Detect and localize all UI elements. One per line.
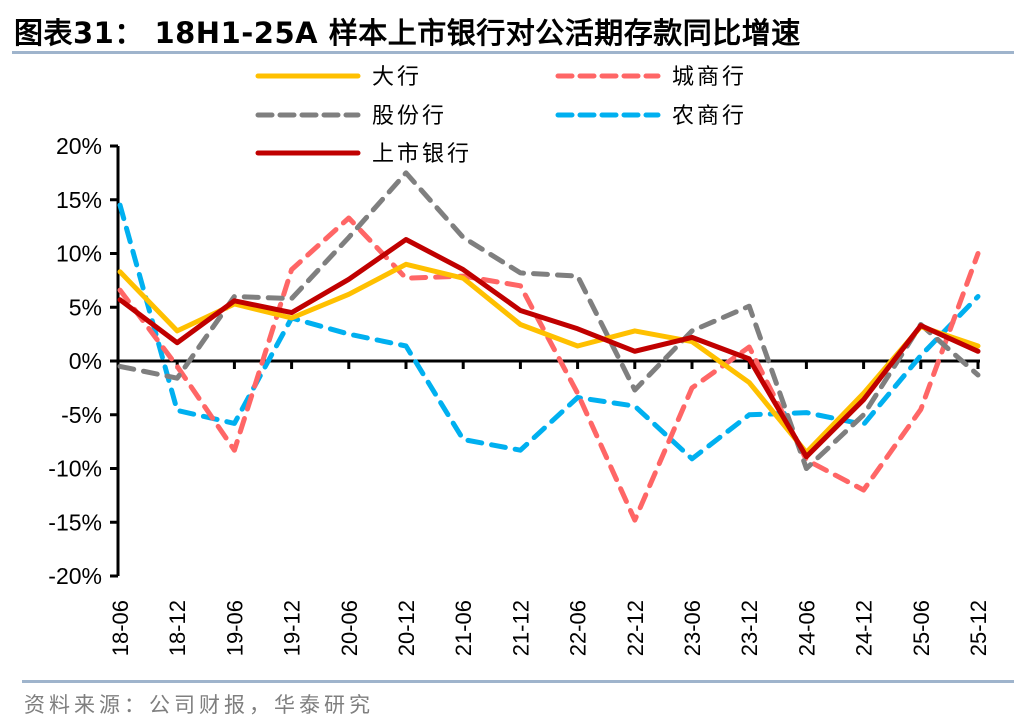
x-tick-label: 25-12: [966, 600, 991, 656]
y-tick-label: 0%: [69, 348, 102, 374]
chart-series: [117, 170, 981, 523]
legend-item: 大行: [255, 65, 422, 90]
x-tick-label: 22-06: [566, 600, 591, 656]
x-tick-label: 21-06: [451, 600, 476, 656]
x-tick-label: 20-12: [394, 600, 419, 656]
chart-title: 图表31： 18H1-25A 样本上市银行对公活期存款同比增速: [14, 16, 801, 50]
y-tick-label: 10%: [56, 241, 102, 267]
legend-item: 城商行: [555, 65, 747, 90]
series-line-3: [117, 202, 981, 462]
legend-label: 股份行: [372, 104, 447, 129]
y-tick-label: -10%: [48, 456, 102, 482]
chart-axes: 20% 15% 10% 5% 0% -5% -10% -15% -20%18-06 18-12 19…: [48, 133, 991, 656]
legend-label: 大行: [372, 65, 422, 90]
title-divider: [12, 51, 1014, 54]
line-chart: 20% 15% 10% 5% 0% -5% -10% -15% -20%18-06 18-12 19…: [48, 65, 991, 656]
series-line-1: [117, 215, 981, 523]
x-tick-label: 24-06: [794, 600, 819, 656]
series-line-0: [117, 261, 981, 455]
legend-label: 农商行: [672, 104, 747, 129]
legend-label: 上市银行: [372, 142, 472, 167]
x-tick-label: 18-12: [165, 600, 190, 656]
x-tick-label: 25-06: [909, 600, 934, 656]
y-tick-label: -20%: [48, 563, 102, 589]
x-tick-label: 22-12: [623, 600, 648, 656]
x-tick-label: 18-06: [108, 600, 133, 656]
legend-label: 城商行: [672, 65, 747, 90]
x-tick-label: 23-12: [737, 600, 762, 656]
y-tick-label: -15%: [48, 509, 102, 535]
x-tick-label: 24-12: [852, 600, 877, 656]
series-line-4: [117, 237, 981, 460]
x-tick-label: 20-06: [337, 600, 362, 656]
legend-item: 上市银行: [255, 142, 472, 167]
x-tick-label: 19-06: [222, 600, 247, 656]
x-tick-label: 21-12: [508, 600, 533, 656]
y-tick-label: 20%: [56, 133, 102, 159]
footer-divider: [22, 680, 1014, 683]
source-note: 资料来源：公司财报，华泰研究: [24, 693, 374, 717]
legend-item: 股份行: [255, 104, 447, 129]
y-tick-label: 15%: [56, 187, 102, 213]
series-line-2: [117, 170, 981, 471]
y-tick-label: -5%: [61, 402, 102, 428]
x-tick-label: 23-06: [680, 600, 705, 656]
y-tick-label: 5%: [69, 294, 102, 320]
legend-item: 农商行: [555, 104, 747, 129]
x-tick-label: 19-12: [280, 600, 305, 656]
